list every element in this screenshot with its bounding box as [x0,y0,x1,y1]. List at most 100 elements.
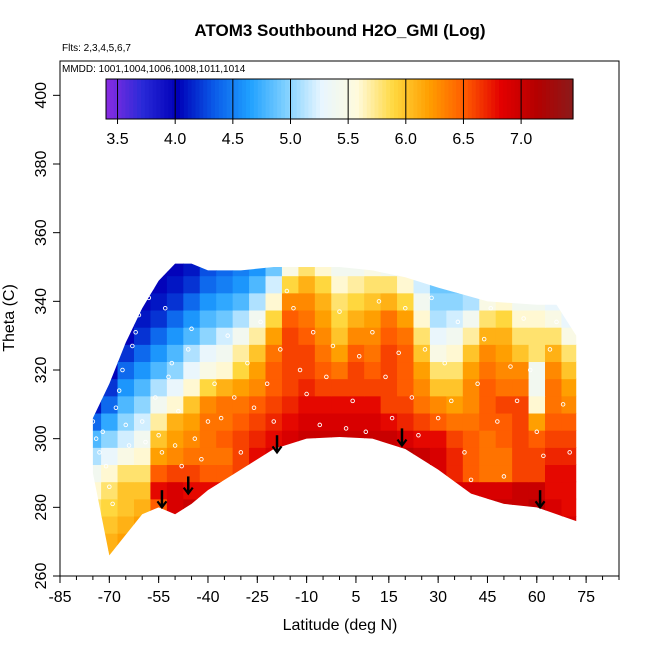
colorbar-swatch [164,79,169,119]
obs-point [116,388,122,393]
heatmap-cell [265,378,283,397]
heatmap-cell [364,275,382,294]
heatmap-cell [479,395,497,414]
heatmap-cell [183,344,201,363]
colorbar-swatch [448,79,453,119]
obs-point [324,374,329,380]
heatmap-cell [281,515,299,534]
heatmap-cell [380,309,398,328]
heatmap-cell [479,412,497,431]
heatmap-cell [528,447,546,466]
heatmap-cell [528,275,546,294]
y-tick-label: 360 [33,219,50,246]
heatmap-cell [298,430,316,448]
heatmap-cell [413,263,431,277]
heatmap-cell [216,292,234,311]
x-tick-label: -85 [48,589,71,606]
colorbar-swatch [106,79,111,119]
colorbar-swatch [557,79,562,119]
obs-point [521,316,526,321]
heatmap-cell [561,412,577,431]
heatmap-cell [331,361,349,380]
heatmap-cell [397,550,415,556]
colorbar-swatch [242,79,247,119]
y-tick-label: 280 [33,494,50,521]
obs-point [337,309,342,314]
heatmap-cell [265,481,283,500]
heatmap-cell [347,309,365,328]
heatmap-cell [364,395,382,414]
heatmap-cell [462,412,480,431]
heatmap-cell [446,447,464,466]
heatmap-cell [117,327,135,345]
heatmap-cell [413,275,431,294]
heatmap-cell [364,515,382,534]
heatmap-cell [183,533,201,551]
heatmap-cell [545,481,563,500]
x-tick-label: -70 [98,589,121,606]
heatmap-cell [298,344,316,363]
heatmap-cell [92,533,102,551]
heatmap-cell [249,498,267,517]
colorbar-swatch [316,79,321,119]
heatmap-cell [216,412,234,431]
heatmap-cell [150,395,168,414]
heatmap-cell [397,263,415,277]
heatmap-cell [331,412,349,431]
heatmap-cell [446,275,464,294]
heatmap-cell [199,275,217,294]
heatmap-cell [183,464,201,483]
colorbar-tick-label: 5.0 [279,131,301,148]
obs-point [245,360,250,366]
heatmap-cell [183,378,201,397]
heatmap-cell [561,515,577,534]
x-tick-label: -10 [295,589,318,606]
heatmap-cell [199,481,217,500]
heatmap-cell [495,395,513,414]
heatmap-cell [561,378,577,397]
obs-point [534,429,540,435]
heatmap-cell [298,275,316,294]
heatmap-cell [528,378,546,397]
heatmap-cell [462,263,480,277]
obs-point [189,326,194,332]
heatmap-cell [561,327,577,345]
obs-point [133,329,138,335]
heatmap-cell [265,361,283,380]
heatmap-cell [232,361,250,380]
colorbar-tick-label: 3.5 [106,131,128,148]
heatmap-cell [364,378,382,397]
heatmap-cell [462,533,480,551]
heatmap-cell [216,275,234,294]
heatmap-cell [380,378,398,397]
obs-point [330,343,336,349]
heatmap-cell [232,395,250,414]
heatmap-cell [133,263,152,277]
colorbar-swatch [467,79,473,119]
heatmap-cell [298,395,316,414]
heatmap-cell [101,430,119,448]
heatmap-cell [265,309,283,328]
heatmap-cell [101,498,119,517]
heatmap-cell [249,263,267,277]
y-tick-label: 340 [33,288,50,315]
heatmap-cell [298,515,316,534]
obs-point [297,367,303,373]
heatmap-cell [314,361,332,380]
heatmap-cell [446,327,464,345]
heatmap-cell [133,515,152,534]
heatmap-cell [249,344,267,363]
heatmap-cell [462,327,480,345]
heatmap-cell [413,378,431,397]
heatmap-cell [166,263,184,277]
obs-point [547,347,553,352]
colorbar-swatch [269,79,274,119]
colorbar-swatch [541,79,547,119]
colorbar-swatch [471,79,477,119]
colorbar-swatch [109,79,115,119]
heatmap-cell [545,447,563,466]
heatmap-cell [347,464,365,483]
obs-point [264,381,270,386]
heatmap-cell [183,327,201,345]
heatmap-cell [561,533,577,551]
